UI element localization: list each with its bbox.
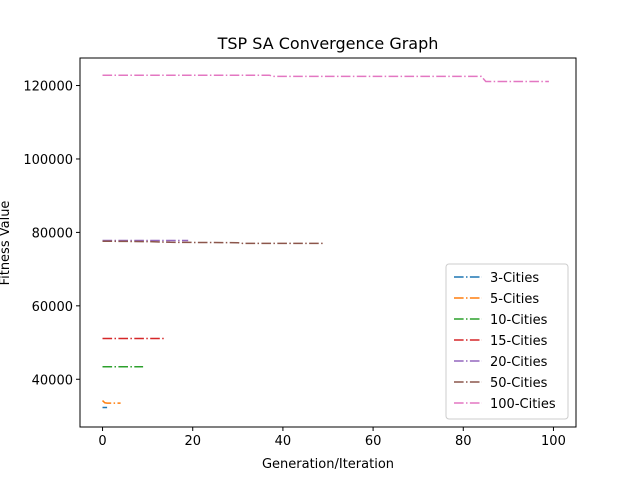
legend-entry-label: 20-Cities xyxy=(490,355,548,370)
x-tick-label: 60 xyxy=(365,434,382,449)
series-line-5-cities xyxy=(101,400,121,404)
y-tick-label: 100000 xyxy=(23,153,73,168)
plot-frame xyxy=(79,57,577,428)
y-tick-label: 60000 xyxy=(32,300,73,315)
x-tick-label: 100 xyxy=(541,434,566,449)
legend-box xyxy=(445,263,569,420)
x-tick-label: 0 xyxy=(98,434,106,449)
legend-entry-label: 5-Cities xyxy=(490,292,539,307)
y-tick-label: 40000 xyxy=(32,373,73,388)
legend-entry-label: 100-Cities xyxy=(490,397,556,412)
x-tick-label: 20 xyxy=(184,434,201,449)
x-axis-label: Generation/Iteration xyxy=(262,457,394,472)
y-axis: 40000 60000 80000 100000 120000 xyxy=(23,80,80,388)
legend-entry-label: 3-Cities xyxy=(490,271,539,286)
chart-title: TSP SA Convergence Graph xyxy=(217,34,439,53)
legend-entry-label: 10-Cities xyxy=(490,313,548,328)
x-tick-label: 80 xyxy=(455,434,472,449)
x-tick-label: 40 xyxy=(275,434,292,449)
series-lines xyxy=(101,74,549,409)
series-line-50-cities xyxy=(102,240,324,245)
y-axis-label: Fitness Value xyxy=(0,201,13,286)
y-tick-label: 120000 xyxy=(23,80,73,95)
legend-entry-label: 15-Cities xyxy=(490,334,548,349)
series-line-100-cities xyxy=(102,74,549,83)
x-axis: 0 20 40 60 80 100 xyxy=(98,427,566,449)
legend: 3-Cities 5-Cities 10-Cities 15-Cities 20-Cit… xyxy=(445,263,569,420)
legend-entry-label: 50-Cities xyxy=(490,376,548,391)
y-tick-label: 80000 xyxy=(32,226,73,241)
